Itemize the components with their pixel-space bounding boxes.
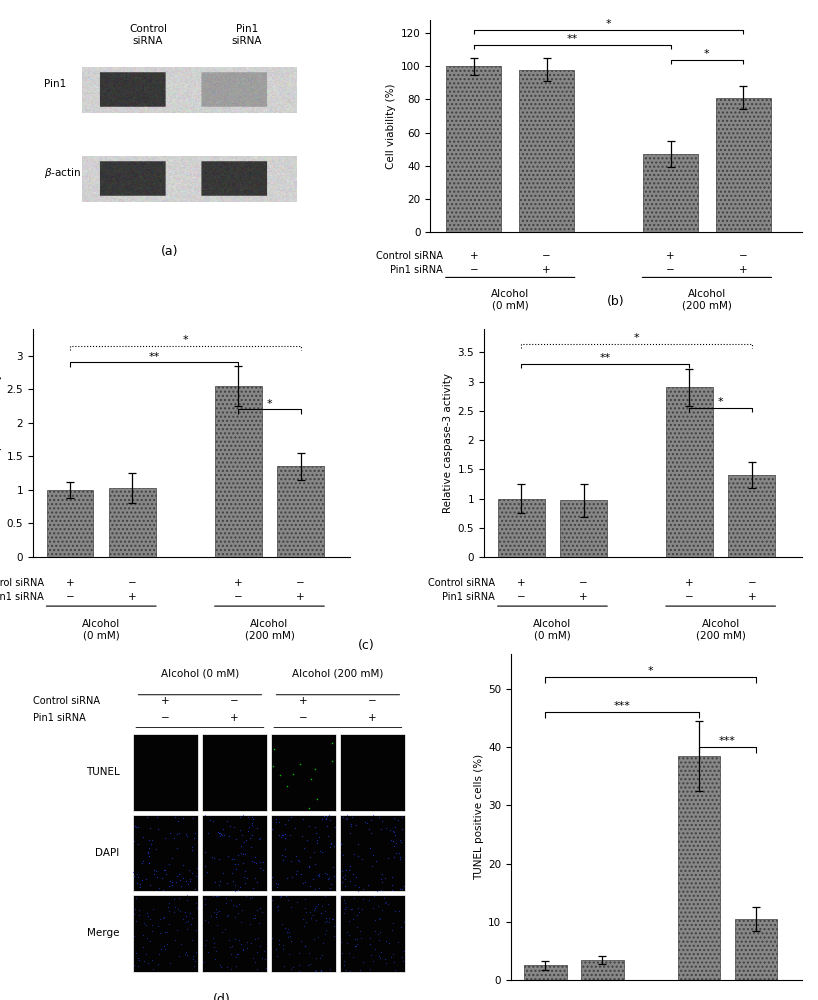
Text: +: +	[748, 592, 756, 602]
Text: Pin1
siRNA: Pin1 siRNA	[231, 24, 263, 46]
Text: *: *	[704, 49, 710, 59]
Text: *: *	[634, 333, 640, 343]
Text: Control siRNA: Control siRNA	[0, 578, 43, 588]
Text: Alcohol
(200 mM): Alcohol (200 mM)	[696, 619, 745, 640]
Text: Pin1 siRNA: Pin1 siRNA	[390, 265, 443, 275]
Text: −: −	[666, 265, 675, 275]
Y-axis label: Relative caspase-3 activity: Relative caspase-3 activity	[443, 373, 453, 513]
Text: −: −	[739, 251, 748, 261]
Text: +: +	[161, 696, 170, 706]
Text: +: +	[517, 578, 526, 588]
Text: −: −	[234, 592, 243, 602]
Text: +: +	[470, 251, 479, 261]
Bar	[109, 488, 155, 557]
Text: Control siRNA: Control siRNA	[375, 251, 443, 261]
Text: +: +	[296, 592, 305, 602]
Text: +: +	[579, 592, 588, 602]
Text: +: +	[299, 696, 308, 706]
Text: −: −	[685, 592, 694, 602]
Text: −: −	[65, 592, 74, 602]
Text: ***: ***	[719, 736, 736, 746]
Text: ***: ***	[614, 701, 631, 711]
Text: Pin1: Pin1	[43, 79, 66, 89]
Text: Alcohol (0 mM): Alcohol (0 mM)	[161, 669, 239, 679]
Text: +: +	[230, 713, 239, 723]
Bar	[729, 475, 775, 557]
Text: −: −	[748, 578, 756, 588]
Text: **: **	[567, 34, 578, 44]
Bar	[735, 919, 777, 980]
Text: +: +	[542, 265, 551, 275]
Text: +: +	[128, 592, 137, 602]
Text: Alcohol
(0 mM): Alcohol (0 mM)	[82, 619, 120, 640]
Text: +: +	[65, 578, 74, 588]
Text: Control siRNA: Control siRNA	[428, 578, 495, 588]
Text: Merge: Merge	[88, 928, 119, 938]
Text: Alcohol
(0 mM): Alcohol (0 mM)	[491, 289, 529, 311]
Text: +: +	[368, 713, 376, 723]
Bar	[677, 756, 721, 980]
Bar	[498, 499, 545, 557]
Text: (d): (d)	[213, 993, 231, 1000]
Y-axis label: Cell viability (%): Cell viability (%)	[386, 83, 397, 169]
Bar	[215, 386, 262, 557]
Text: Control siRNA: Control siRNA	[33, 696, 100, 706]
Text: Alcohol
(200 mM): Alcohol (200 mM)	[682, 289, 732, 311]
Text: −: −	[368, 696, 377, 706]
Text: **: **	[600, 353, 611, 363]
Text: *: *	[718, 397, 723, 407]
Text: Pin1 siRNA: Pin1 siRNA	[0, 592, 43, 602]
Bar	[716, 98, 771, 232]
Text: **: **	[149, 352, 160, 362]
Text: +: +	[685, 578, 694, 588]
Text: Alcohol
(0 mM): Alcohol (0 mM)	[533, 619, 572, 640]
Bar	[519, 70, 574, 232]
Text: +: +	[666, 251, 675, 261]
Text: Alcohol
(200 mM): Alcohol (200 mM)	[245, 619, 294, 640]
Y-axis label: Relative caspase-9 activity: Relative caspase-9 activity	[0, 373, 2, 513]
Text: DAPI: DAPI	[96, 848, 119, 858]
Text: −: −	[470, 265, 479, 275]
Bar	[560, 500, 607, 557]
Bar	[277, 466, 324, 557]
Text: TUNEL: TUNEL	[86, 767, 119, 777]
Text: −: −	[161, 713, 170, 723]
Bar	[581, 960, 623, 980]
Bar	[447, 66, 501, 232]
Bar	[47, 490, 93, 557]
Bar	[666, 387, 712, 557]
Bar	[643, 154, 698, 232]
Text: +: +	[234, 578, 243, 588]
Text: −: −	[579, 578, 588, 588]
Text: Control
siRNA: Control siRNA	[129, 24, 167, 46]
Text: Pin1 siRNA: Pin1 siRNA	[33, 713, 85, 723]
Text: −: −	[128, 578, 137, 588]
Text: *: *	[267, 399, 272, 409]
Text: (b): (b)	[607, 295, 625, 308]
Text: −: −	[517, 592, 526, 602]
Text: −: −	[230, 696, 239, 706]
Text: *: *	[606, 19, 611, 29]
Y-axis label: TUNEL positive cells (%): TUNEL positive cells (%)	[474, 754, 484, 880]
Text: $\beta$-actin: $\beta$-actin	[43, 166, 81, 180]
Text: *: *	[648, 666, 654, 676]
Text: Alcohol (200 mM): Alcohol (200 mM)	[292, 669, 384, 679]
Text: (a): (a)	[161, 245, 179, 258]
Text: Pin1 siRNA: Pin1 siRNA	[442, 592, 495, 602]
Text: +: +	[739, 265, 748, 275]
Text: *: *	[182, 335, 188, 345]
Text: −: −	[296, 578, 305, 588]
Text: (c): (c)	[358, 639, 375, 652]
Bar	[524, 965, 567, 980]
Text: −: −	[542, 251, 551, 261]
Text: −: −	[299, 713, 308, 723]
